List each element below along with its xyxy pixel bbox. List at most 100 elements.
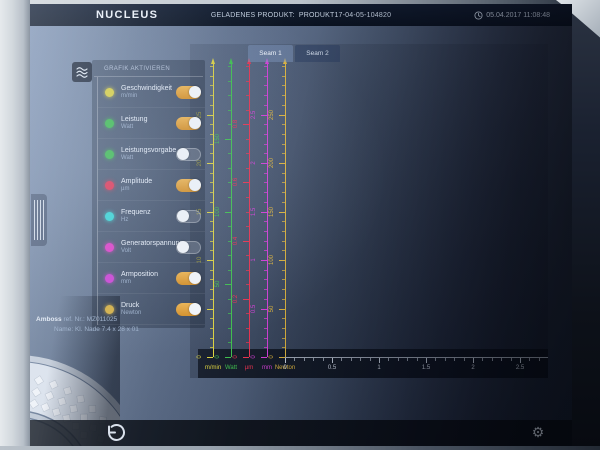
graph-item-amplitude: Amplitude µm [98, 170, 205, 201]
x-axis-tick [303, 358, 305, 361]
axis-tick-label: 0.5 [251, 304, 257, 313]
param-name: Leistung [121, 115, 148, 123]
toggle-generatorspannung[interactable] [176, 240, 201, 254]
axis-tick-label: 100 [215, 206, 221, 217]
axis-tick [282, 230, 285, 232]
graph-activation-panel: GRAFIK AKTIVIEREN Geschwindigkeit m/min Le… [92, 60, 205, 328]
graph-item-frequenz: Frequenz Hz [98, 201, 205, 232]
x-axis-tick [510, 358, 512, 361]
axis-tick [246, 80, 249, 82]
tool-info-line2: Name: Kl. Nade 7.4 x 28 x 01 [54, 326, 139, 334]
toggle-armposition[interactable] [176, 271, 201, 285]
process-chart: 0510152025m/min050100150Watt00.20.40.60.… [190, 44, 548, 378]
axis-tick [210, 201, 213, 203]
toggle-amplitude[interactable] [176, 178, 201, 192]
x-axis-tick [332, 358, 333, 363]
axis-tick [228, 269, 231, 271]
axis-tick [264, 66, 267, 67]
x-axis-tick [473, 358, 474, 363]
graph-item-leistung: Leistung Watt [98, 108, 205, 139]
graph-item-leistungsvorgabe: Leistungsvorgabe Watt [98, 139, 205, 170]
toggle-knob [176, 148, 189, 160]
tab-seam-2[interactable]: Seam 2 [295, 45, 340, 62]
x-axis-tick [388, 358, 390, 361]
x-axis-tick [520, 358, 521, 363]
param-color-dot [105, 211, 114, 221]
x-axis-tick [463, 358, 465, 361]
axis-tick [228, 327, 231, 329]
axis-tick [282, 75, 285, 77]
axis-tick [282, 95, 285, 97]
param-color-dot [105, 87, 114, 97]
param-name: Frequenz [121, 208, 151, 216]
toggle-knob [176, 210, 189, 222]
axis-tick [282, 192, 285, 194]
axis-tick [264, 133, 267, 135]
param-unit: Watt [121, 154, 134, 161]
param-color-dot [105, 180, 114, 190]
x-axis-tick [322, 358, 324, 361]
axis-tick [246, 269, 249, 271]
toggle-geschwindigkeit[interactable] [176, 85, 201, 99]
back-arrow-icon [107, 424, 125, 441]
tab-seam-1[interactable]: Seam 1 [248, 45, 293, 62]
axis-tick [282, 337, 285, 339]
toggle-knob [188, 86, 201, 98]
x-axis-tick-label: 2 [471, 365, 475, 371]
axis-tick [210, 124, 213, 126]
toggle-knob [188, 117, 201, 129]
axis-tick [282, 133, 285, 135]
toggle-leistung[interactable] [176, 116, 201, 130]
x-axis-tick [369, 358, 371, 361]
axis-tick [210, 298, 213, 300]
vibration-waves-icon [72, 62, 92, 82]
x-axis-tick [350, 358, 352, 361]
toggle-frequenz[interactable] [176, 209, 201, 223]
back-button[interactable] [102, 423, 128, 443]
axis-tick [282, 104, 285, 106]
axis-tick [210, 327, 213, 329]
param-labels: Generatorspannung Volt [121, 239, 184, 255]
axis-tick [228, 226, 231, 228]
axis-tick-label: 250 [269, 109, 275, 120]
axis-tick [228, 255, 231, 257]
axis-tick [210, 250, 213, 252]
axis-tick [282, 85, 285, 87]
axis-tick [264, 104, 267, 106]
param-color-dot [105, 273, 114, 283]
toggle-druck[interactable] [176, 302, 201, 316]
datetime-text: 05.04.2017 11:08:48 [486, 11, 550, 19]
axis-tick [264, 95, 267, 97]
axis-tick-label: 150 [215, 133, 221, 144]
settings-button[interactable]: ⚙ [528, 422, 548, 442]
axis-tick [228, 95, 231, 97]
x-axis-tick [491, 358, 493, 361]
x-axis-tick [294, 358, 296, 361]
axis-tick [210, 95, 213, 97]
x-axis-tick [360, 358, 362, 361]
axis-tick [210, 85, 213, 87]
axis-tick [264, 75, 267, 77]
drawer-handle[interactable] [31, 194, 47, 246]
tool-info-ref: ref. Nr.: MZ011025 [63, 316, 118, 323]
axis-tick-label: 50 [215, 280, 221, 288]
param-color-dot [105, 118, 114, 128]
axis-tick [228, 153, 231, 155]
axis-tick [246, 95, 249, 97]
x-axis-tick [285, 358, 286, 363]
axis-tick [228, 109, 231, 111]
axis-tick [264, 269, 267, 271]
axis-tick [228, 80, 231, 82]
axis-tick-label: 0 [251, 355, 257, 359]
param-name: Generatorspannung [121, 239, 184, 247]
x-axis-tick [426, 358, 427, 363]
axis-tick [264, 318, 267, 320]
param-color-dot [105, 149, 114, 159]
toggle-leistungsvorgabe[interactable] [176, 147, 201, 161]
axis-tick [228, 313, 231, 315]
x-axis-tick [313, 358, 315, 361]
toggle-knob [176, 241, 189, 253]
axis-tick [282, 153, 285, 155]
x-axis-tick-label: 0.5 [327, 365, 337, 371]
